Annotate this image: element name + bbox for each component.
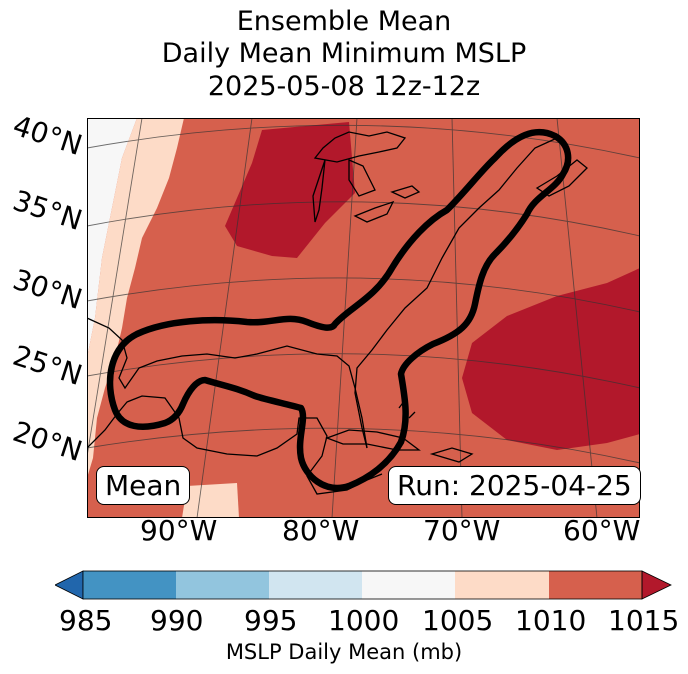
colorbar-bin-1005-1010 (455, 571, 549, 599)
coastlines (87, 131, 588, 495)
mexico-coast (87, 395, 383, 495)
panel-label-mean: Mean (96, 466, 191, 505)
lat-label-25: 25°N (8, 338, 87, 393)
contour-line (106, 128, 572, 492)
lat-label-40: 40°N (8, 108, 87, 163)
colorbar-tick-1005: 1005 (422, 604, 494, 637)
lake-erie (353, 200, 395, 223)
colorbar-bin-995-1000 (269, 571, 362, 599)
colorbar-tick-1010: 1010 (515, 604, 587, 637)
mslp-field-1005-1010-south (182, 483, 239, 518)
colorbar (55, 570, 672, 600)
colorbar-tick-1000: 1000 (328, 604, 400, 637)
mslp-field-1000-1005 (87, 118, 137, 358)
colorbar-extend-low (55, 570, 84, 600)
title-line-3: 2025-05-08 12z-12z (207, 71, 481, 102)
colorbar-tick-1015: 1015 (608, 604, 680, 637)
colorbar-label: MSLP Daily Mean (mb) (225, 640, 463, 664)
lat-line-30 (87, 277, 640, 313)
cuba (325, 429, 421, 451)
panel-label-run: Run: 2025-04-25 (388, 466, 641, 505)
colorbar-bin-990-995 (176, 571, 269, 599)
colorbar-outline (82, 570, 643, 600)
colorbar-extend-high (641, 570, 672, 600)
map-border (87, 118, 640, 518)
lake-ontario (390, 185, 421, 199)
colorbar-bin-1000-1005 (362, 571, 455, 599)
lake-huron (348, 159, 376, 197)
colorbar-tick-990: 990 (150, 604, 204, 637)
colorbar-tick-985: 985 (59, 604, 113, 637)
atlantic-coast (354, 137, 558, 449)
nova-scotia (535, 159, 588, 197)
lon-line-60 (556, 118, 598, 518)
lat-line-35 (87, 201, 640, 237)
title-line-1: Ensemble Mean (236, 6, 452, 37)
lat-label-35: 35°N (8, 183, 87, 238)
lon-label-90: 90°W (140, 514, 218, 547)
lat-label-30: 30°N (8, 262, 87, 317)
lon-label-60: 60°W (563, 514, 641, 547)
mslp-field-high-inland (225, 122, 355, 258)
map-panel (87, 118, 640, 518)
hispaniola (429, 447, 474, 463)
lake-superior (313, 131, 407, 163)
mslp-field-high-atlantic (462, 268, 640, 450)
colorbar-tick-995: 995 (244, 604, 298, 637)
lon-line-70 (451, 118, 463, 518)
gulf-coast (87, 317, 368, 449)
lat-line-25 (87, 353, 640, 389)
lake-michigan (312, 159, 326, 223)
lon-label-80: 80°W (282, 514, 360, 547)
colorbar-bin-985-990 (83, 571, 176, 599)
title-line-2: Daily Mean Minimum MSLP (161, 38, 527, 69)
colorbar-bin-1010-1015 (549, 571, 642, 599)
lat-line-20 (87, 427, 640, 464)
lon-label-70: 70°W (423, 514, 501, 547)
lat-label-20: 20°N (8, 414, 87, 469)
